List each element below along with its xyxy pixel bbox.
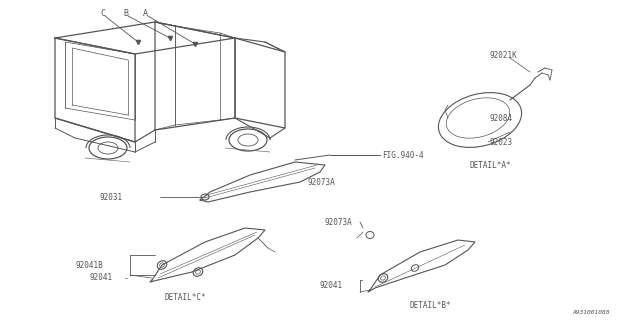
Text: 92041: 92041	[90, 274, 113, 283]
Text: 92023: 92023	[490, 138, 513, 147]
Text: 92073A: 92073A	[308, 178, 336, 187]
Text: 92084: 92084	[490, 114, 513, 123]
Text: DETAIL*C*: DETAIL*C*	[164, 293, 206, 302]
Text: 92041B: 92041B	[75, 260, 103, 269]
Text: 92073A: 92073A	[324, 218, 352, 227]
Text: C: C	[100, 9, 105, 18]
Text: 92031: 92031	[100, 193, 123, 202]
Text: A: A	[143, 9, 148, 18]
Text: 92021K: 92021K	[490, 51, 518, 60]
Text: B: B	[123, 9, 128, 18]
Text: A931001088: A931001088	[573, 309, 610, 315]
Text: FIG.940-4: FIG.940-4	[382, 150, 424, 159]
Text: 92041: 92041	[320, 282, 343, 291]
Text: DETAIL*B*: DETAIL*B*	[409, 300, 451, 309]
Text: DETAIL*A*: DETAIL*A*	[469, 161, 511, 170]
